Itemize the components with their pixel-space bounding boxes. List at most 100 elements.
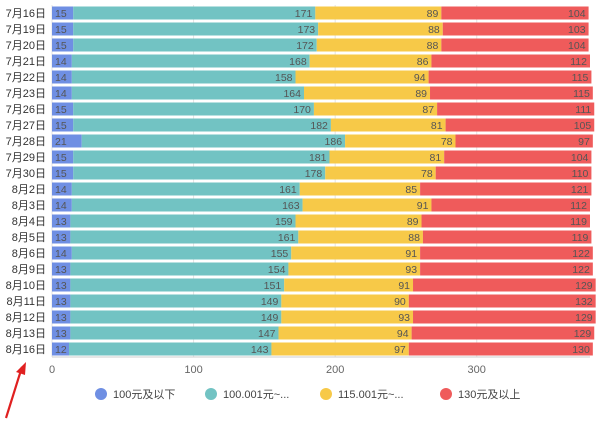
bar-segment-series-4[interactable] <box>431 198 590 212</box>
bar-segment-series-4[interactable] <box>420 182 592 196</box>
bar-segment-series-2[interactable] <box>73 166 326 180</box>
bar-segment-series-1[interactable] <box>52 294 71 308</box>
bar-segment-series-1[interactable] <box>52 166 74 180</box>
data-label: 111 <box>575 104 591 116</box>
bar-segment-series-1[interactable] <box>52 134 82 148</box>
legend-label[interactable]: 115.001元~... <box>338 389 404 401</box>
bar-segment-series-2[interactable] <box>70 262 289 276</box>
bar-segment-series-1[interactable] <box>52 54 72 68</box>
bar-segment-series-4[interactable] <box>455 134 593 148</box>
bar-segment-series-4[interactable] <box>437 102 595 116</box>
bar-segment-series-4[interactable] <box>441 6 589 20</box>
legend-marker[interactable] <box>95 388 107 400</box>
bar-segment-series-4[interactable] <box>428 70 592 84</box>
bar-segment-series-3[interactable] <box>288 262 421 276</box>
bar-segment-series-3[interactable] <box>278 326 412 340</box>
bar-segment-series-2[interactable] <box>73 102 314 116</box>
bar-segment-series-3[interactable] <box>271 342 409 356</box>
bar-segment-series-4[interactable] <box>435 166 592 180</box>
bar-segment-series-4[interactable] <box>422 230 592 244</box>
bar-segment-series-1[interactable] <box>52 86 72 100</box>
bar-segment-series-3[interactable] <box>330 118 446 132</box>
bar-segment-series-1[interactable] <box>52 6 74 20</box>
data-label: 86 <box>417 56 429 68</box>
legend-label[interactable]: 100元及以下 <box>113 389 175 401</box>
bar-segment-series-3[interactable] <box>325 166 436 180</box>
bar-segment-series-2[interactable] <box>70 278 285 292</box>
bar-segment-series-4[interactable] <box>421 214 590 228</box>
bar-segment-series-1[interactable] <box>52 262 71 276</box>
bar-segment-series-1[interactable] <box>52 214 71 228</box>
bar-segment-series-1[interactable] <box>52 342 69 356</box>
bar-segment-series-1[interactable] <box>52 182 72 196</box>
bar-segment-series-2[interactable] <box>71 86 305 100</box>
bar-segment-series-4[interactable] <box>408 294 596 308</box>
bar-segment-series-2[interactable] <box>70 326 279 340</box>
bar-segment-series-3[interactable] <box>295 70 429 84</box>
bar-segment-series-4[interactable] <box>444 150 592 164</box>
bar-segment-series-2[interactable] <box>70 310 282 324</box>
bar-segment-series-2[interactable] <box>70 294 282 308</box>
bar-segment-series-4[interactable] <box>430 86 593 100</box>
legend-marker[interactable] <box>205 388 217 400</box>
bar-segment-series-1[interactable] <box>52 198 72 212</box>
legend-marker[interactable] <box>320 388 332 400</box>
bar-segment-series-2[interactable] <box>73 118 331 132</box>
bar-segment-series-1[interactable] <box>52 38 74 52</box>
legend-marker[interactable] <box>440 388 452 400</box>
bar-segment-series-2[interactable] <box>71 182 300 196</box>
bar-segment-series-4[interactable] <box>420 262 593 276</box>
bar-segment-series-3[interactable] <box>295 214 422 228</box>
bar-segment-series-1[interactable] <box>52 246 72 260</box>
bar-segment-series-3[interactable] <box>309 54 432 68</box>
bar-segment-series-2[interactable] <box>71 246 292 260</box>
bar-segment-series-3[interactable] <box>281 294 409 308</box>
bar-segment-series-3[interactable] <box>284 278 414 292</box>
bar-segment-series-2[interactable] <box>73 38 317 52</box>
bar-segment-series-2[interactable] <box>71 198 303 212</box>
bar-segment-series-1[interactable] <box>52 150 74 164</box>
bar-segment-series-1[interactable] <box>52 326 71 340</box>
bar-segment-series-2[interactable] <box>68 342 272 356</box>
bar-segment-series-4[interactable] <box>413 310 596 324</box>
bar-segment-series-4[interactable] <box>408 342 593 356</box>
bar-segment-series-3[interactable] <box>302 198 432 212</box>
bar-segment-series-1[interactable] <box>52 230 71 244</box>
bar-segment-series-2[interactable] <box>73 150 330 164</box>
bar-segment-series-3[interactable] <box>329 150 445 164</box>
bar-segment-series-1[interactable] <box>52 22 74 36</box>
bar-segment-series-3[interactable] <box>281 310 414 324</box>
bar-segment-series-2[interactable] <box>73 22 319 36</box>
bar-segment-series-3[interactable] <box>315 6 442 20</box>
bar-segment-series-1[interactable] <box>52 102 74 116</box>
bar-segment-series-3[interactable] <box>299 182 421 196</box>
bar-segment-series-3[interactable] <box>304 86 431 100</box>
bar-segment-series-2[interactable] <box>73 6 316 20</box>
legend-label[interactable]: 100.001元~... <box>223 389 289 401</box>
bar-segment-series-1[interactable] <box>52 118 74 132</box>
bar-segment-series-2[interactable] <box>81 134 346 148</box>
bar-segment-series-4[interactable] <box>431 54 590 68</box>
bar-segment-series-4[interactable] <box>441 38 589 52</box>
bar-segment-series-2[interactable] <box>71 54 310 68</box>
bar-segment-series-3[interactable] <box>313 102 438 116</box>
data-label: 168 <box>289 56 307 68</box>
bar-segment-series-4[interactable] <box>411 326 595 340</box>
bar-segment-series-2[interactable] <box>71 70 296 84</box>
bar-segment-series-4[interactable] <box>420 246 593 260</box>
bar-segment-series-2[interactable] <box>70 230 299 244</box>
bar-segment-series-4[interactable] <box>413 278 596 292</box>
bar-segment-series-1[interactable] <box>52 310 71 324</box>
bar-segment-series-3[interactable] <box>291 246 421 260</box>
legend[interactable]: 100元及以下 100.001元~... 115.001元~... 130元及以上 <box>95 388 520 401</box>
bar-segment-series-3[interactable] <box>298 230 423 244</box>
bar-segment-series-2[interactable] <box>70 214 296 228</box>
legend-label[interactable]: 130元及以上 <box>458 388 520 401</box>
bar-segment-series-3[interactable] <box>318 22 443 36</box>
bar-segment-series-3[interactable] <box>345 134 456 148</box>
bar-segment-series-3[interactable] <box>316 38 442 52</box>
bar-segment-series-4[interactable] <box>445 118 595 132</box>
bar-segment-series-1[interactable] <box>52 70 72 84</box>
bar-segment-series-1[interactable] <box>52 278 71 292</box>
bar-segment-series-4[interactable] <box>442 22 589 36</box>
